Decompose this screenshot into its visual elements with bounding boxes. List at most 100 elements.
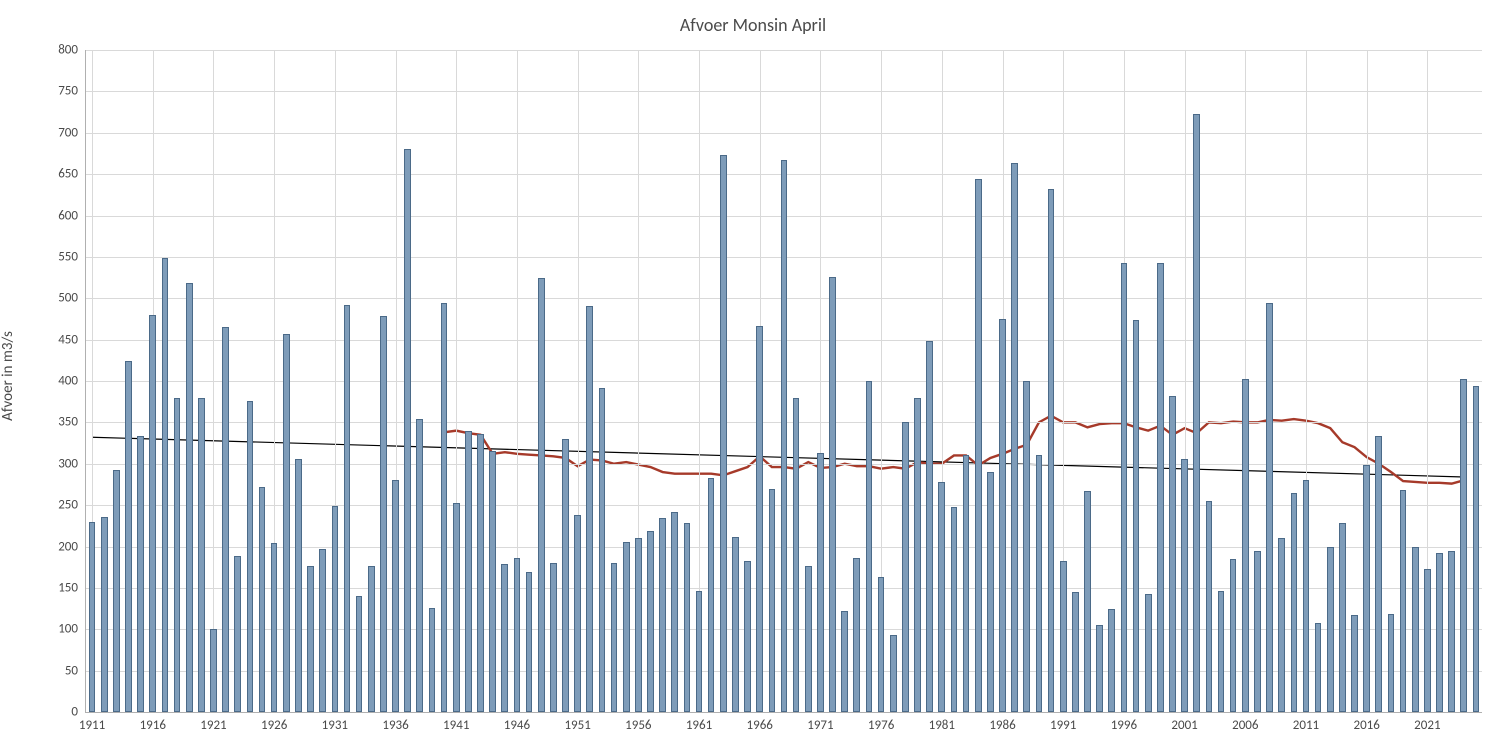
y-tick-label: 0 [71, 705, 78, 720]
bar [1436, 553, 1443, 712]
bar [1339, 523, 1346, 712]
bar [744, 561, 751, 712]
bar [380, 316, 387, 712]
bar [392, 480, 399, 712]
bar [732, 537, 739, 712]
x-tick-label: 1946 [504, 718, 530, 733]
bar [101, 517, 108, 712]
bar [283, 334, 290, 712]
bar [599, 388, 606, 712]
x-tick-label: 1966 [747, 718, 773, 733]
bar [659, 518, 666, 712]
x-tick-label: 1976 [868, 718, 894, 733]
y-tick-label: 400 [58, 374, 78, 389]
bar [538, 278, 545, 712]
bar [1473, 386, 1480, 712]
bar [1291, 493, 1298, 712]
bar [574, 515, 581, 712]
bar [1448, 551, 1455, 712]
bar [477, 434, 484, 712]
bar [963, 455, 970, 712]
bar [550, 563, 557, 712]
bar [1242, 379, 1249, 712]
bar [1084, 491, 1091, 712]
bar [210, 629, 217, 712]
y-tick-label: 450 [58, 332, 78, 347]
moving-average-line [444, 416, 1464, 484]
y-tick-label: 500 [58, 291, 78, 306]
y-axis-label: Afvoer in m3/s [0, 331, 17, 421]
bar [514, 558, 521, 712]
y-tick-label: 750 [58, 84, 78, 99]
bar [623, 542, 630, 712]
bar [1327, 547, 1334, 713]
bar [853, 558, 860, 712]
x-tick-label: 1916 [140, 718, 166, 733]
bar [1460, 379, 1467, 712]
bar [259, 487, 266, 712]
bar [247, 401, 254, 712]
x-tick-label: 1951 [564, 718, 590, 733]
y-tick-label: 200 [58, 539, 78, 554]
chart-container: Afvoer Monsin April Afvoer in m3/s 05010… [0, 0, 1506, 752]
x-tick-label: 1936 [382, 718, 408, 733]
y-tick-label: 250 [58, 498, 78, 513]
bar [332, 506, 339, 712]
bar [429, 608, 436, 712]
y-tick-label: 300 [58, 456, 78, 471]
y-tick-label: 150 [58, 580, 78, 595]
bar [307, 566, 314, 712]
bar [186, 283, 193, 712]
chart-title: Afvoer Monsin April [0, 14, 1506, 36]
x-tick-label: 1986 [989, 718, 1015, 733]
bar [1036, 455, 1043, 712]
bar [926, 341, 933, 712]
bar [1266, 303, 1273, 712]
bar [1230, 559, 1237, 712]
gridline-vertical [213, 50, 214, 712]
plot-area: 0501001502002503003504004505005506006507… [85, 50, 1482, 713]
x-tick-label: 2001 [1171, 718, 1197, 733]
bar [404, 149, 411, 712]
bar [1193, 114, 1200, 712]
bar [684, 523, 691, 712]
x-tick-label: 2006 [1232, 718, 1258, 733]
bar [441, 303, 448, 712]
bar [1072, 592, 1079, 712]
bar [720, 155, 727, 712]
bar [696, 591, 703, 712]
bar [1023, 381, 1030, 712]
bar [1254, 551, 1261, 712]
bar [708, 478, 715, 712]
bar [1206, 501, 1213, 712]
gridline-horizontal [86, 91, 1482, 92]
bar [368, 566, 375, 712]
bar [1108, 609, 1115, 712]
bar [1060, 561, 1067, 712]
y-tick-label: 550 [58, 249, 78, 264]
x-tick-label: 1981 [929, 718, 955, 733]
x-tick-label: 1921 [200, 718, 226, 733]
x-tick-label: 1961 [686, 718, 712, 733]
bar [222, 327, 229, 712]
bar [162, 258, 169, 712]
x-tick-label: 1991 [1050, 718, 1076, 733]
bar [1145, 594, 1152, 712]
x-tick-label: 1926 [261, 718, 287, 733]
bar [1011, 163, 1018, 712]
x-tick-label: 2016 [1353, 718, 1379, 733]
bar [489, 451, 496, 712]
x-tick-label: 1971 [807, 718, 833, 733]
y-tick-label: 600 [58, 208, 78, 223]
bar [878, 577, 885, 712]
bar [781, 160, 788, 712]
bar [805, 566, 812, 712]
bar [756, 326, 763, 712]
y-tick-label: 100 [58, 622, 78, 637]
bar [866, 381, 873, 712]
bar [271, 543, 278, 712]
y-tick-label: 700 [58, 125, 78, 140]
y-tick-label: 650 [58, 167, 78, 182]
bar [975, 179, 982, 712]
bar [1315, 623, 1322, 712]
